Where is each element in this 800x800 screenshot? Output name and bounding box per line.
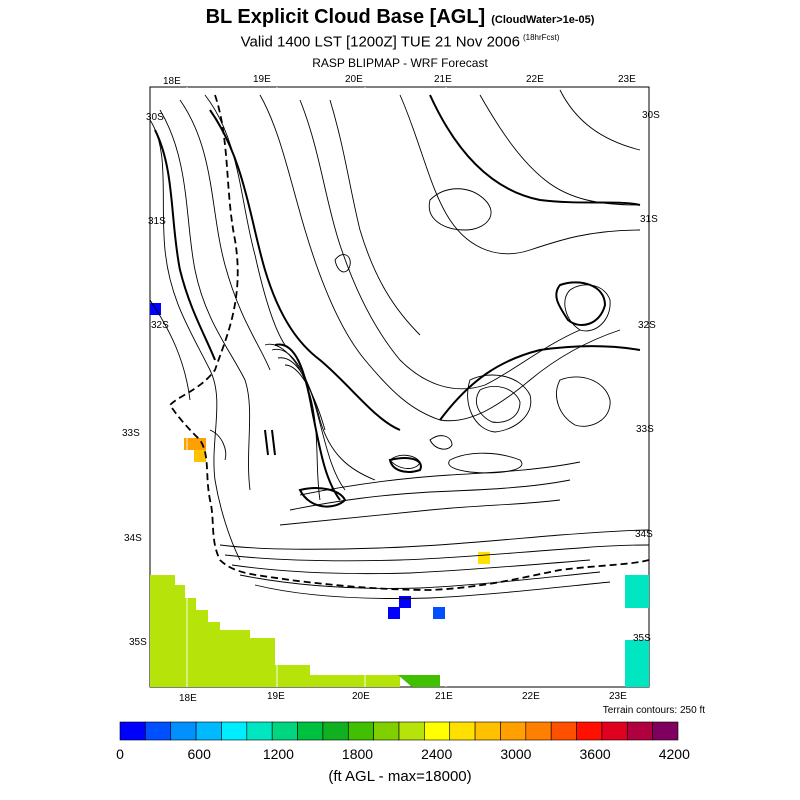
lat-label: 32S — [151, 320, 169, 331]
colorbar-units: (ft AGL - max=18000) — [328, 768, 472, 785]
cloud-cell — [388, 607, 400, 619]
cloud-cell — [194, 450, 206, 462]
cloud-cell — [184, 438, 206, 450]
lat-label: 32S — [638, 320, 656, 331]
colorbar-tick-label: 3600 — [580, 746, 611, 762]
colorbar-swatch — [626, 721, 653, 741]
valid-time: Valid 1400 LST [1200Z] TUE 21 Nov 2006 (1… — [0, 33, 800, 51]
lon-label: 22E — [526, 74, 544, 85]
lon-label: 21E — [434, 74, 452, 85]
colorbar-swatch — [347, 721, 374, 741]
colorbar-swatch — [576, 721, 603, 741]
lon-label: 22E — [522, 691, 540, 702]
cloud-cell — [625, 640, 649, 687]
lat-labels-left: 30S 31S 32S 33S 34S 35S — [122, 112, 169, 648]
colorbar-tick-label: 0 — [116, 746, 124, 762]
colorbar-tick-label: 4200 — [659, 746, 690, 762]
cloud-cell — [433, 607, 445, 619]
lon-label: 23E — [609, 691, 627, 702]
lat-label: 30S — [642, 110, 660, 121]
colorbar-swatch — [170, 721, 197, 741]
lat-label: 34S — [635, 529, 653, 540]
colorbar-tick-label: 1200 — [263, 746, 294, 762]
lat-labels-right: 30S 31S 32S 33S 34S 35S — [633, 110, 660, 644]
colorbar-tick-label: 2400 — [421, 746, 452, 762]
colorbar-swatch — [297, 721, 324, 741]
lon-label: 21E — [435, 691, 453, 702]
lat-label: 33S — [636, 424, 654, 435]
colorbar-swatch — [119, 721, 146, 741]
lon-label: 20E — [345, 74, 363, 85]
colorbar-swatch — [652, 721, 679, 741]
colorbar-swatches — [119, 721, 679, 741]
colorbar-swatch — [449, 721, 476, 741]
colorbar-swatch — [246, 721, 273, 741]
title-main: BL Explicit Cloud Base [AGL] — [205, 6, 486, 28]
colorbar-swatch — [474, 721, 501, 741]
cloud-cell-area — [150, 575, 400, 687]
cloud-cell — [625, 575, 649, 608]
terrain-contour-note: Terrain contours: 250 ft — [602, 705, 705, 716]
colorbar-swatch — [601, 721, 628, 741]
map-title: BL Explicit Cloud Base [AGL] (CloudWater>… — [0, 6, 800, 29]
lat-label: 34S — [124, 533, 142, 544]
lon-label: 19E — [267, 691, 285, 702]
colorbar-swatch — [145, 721, 172, 741]
valid-time-text: Valid 1400 LST [1200Z] TUE 21 Nov 2006 — [240, 33, 520, 51]
lat-label: 30S — [146, 112, 164, 123]
forecast-note: (18hrFcst) — [522, 33, 560, 42]
colorbar-swatch — [398, 721, 425, 741]
colorbar-swatch — [195, 721, 222, 741]
lat-label: 31S — [640, 214, 658, 225]
lon-labels-top: 18E 19E 20E 21E 22E 23E — [163, 74, 636, 87]
colorbar-tick-label: 600 — [188, 746, 212, 762]
colorbar-swatch — [525, 721, 552, 741]
lon-labels-bottom: 18E 19E 20E 21E 22E 23E — [179, 691, 627, 704]
cloud-cell-area — [398, 675, 440, 687]
colorbar-swatch — [500, 721, 527, 741]
colorbar-swatch — [322, 721, 349, 741]
colorbar-ticks: 0 600 1200 1800 2400 3000 3600 4200 — [116, 746, 690, 762]
colorbar-tick-label: 3000 — [500, 746, 531, 762]
colorbar-swatch — [271, 721, 298, 741]
colorbar-swatch — [221, 721, 248, 741]
colorbar-swatch — [550, 721, 577, 741]
lon-label: 20E — [352, 691, 370, 702]
lat-label: 31S — [148, 216, 166, 227]
lon-label: 18E — [163, 76, 181, 87]
lat-label: 35S — [129, 637, 147, 648]
lon-label: 19E — [253, 74, 271, 85]
colorbar-swatch — [373, 721, 400, 741]
title-note: (CloudWater>1e-05) — [491, 14, 595, 26]
colorbar-tick-label: 1800 — [342, 746, 373, 762]
source-label: RASP BLIPMAP - WRF Forecast — [312, 56, 488, 70]
coastline — [168, 94, 650, 591]
lat-label: 33S — [122, 428, 140, 439]
terrain-contours-bold — [154, 94, 641, 508]
cloud-base-cells — [150, 303, 649, 687]
colorbar-swatch — [424, 721, 451, 741]
lon-label: 18E — [179, 693, 197, 704]
lon-label: 23E — [618, 74, 636, 85]
lat-label: 35S — [633, 633, 651, 644]
cloud-cell — [399, 596, 411, 608]
